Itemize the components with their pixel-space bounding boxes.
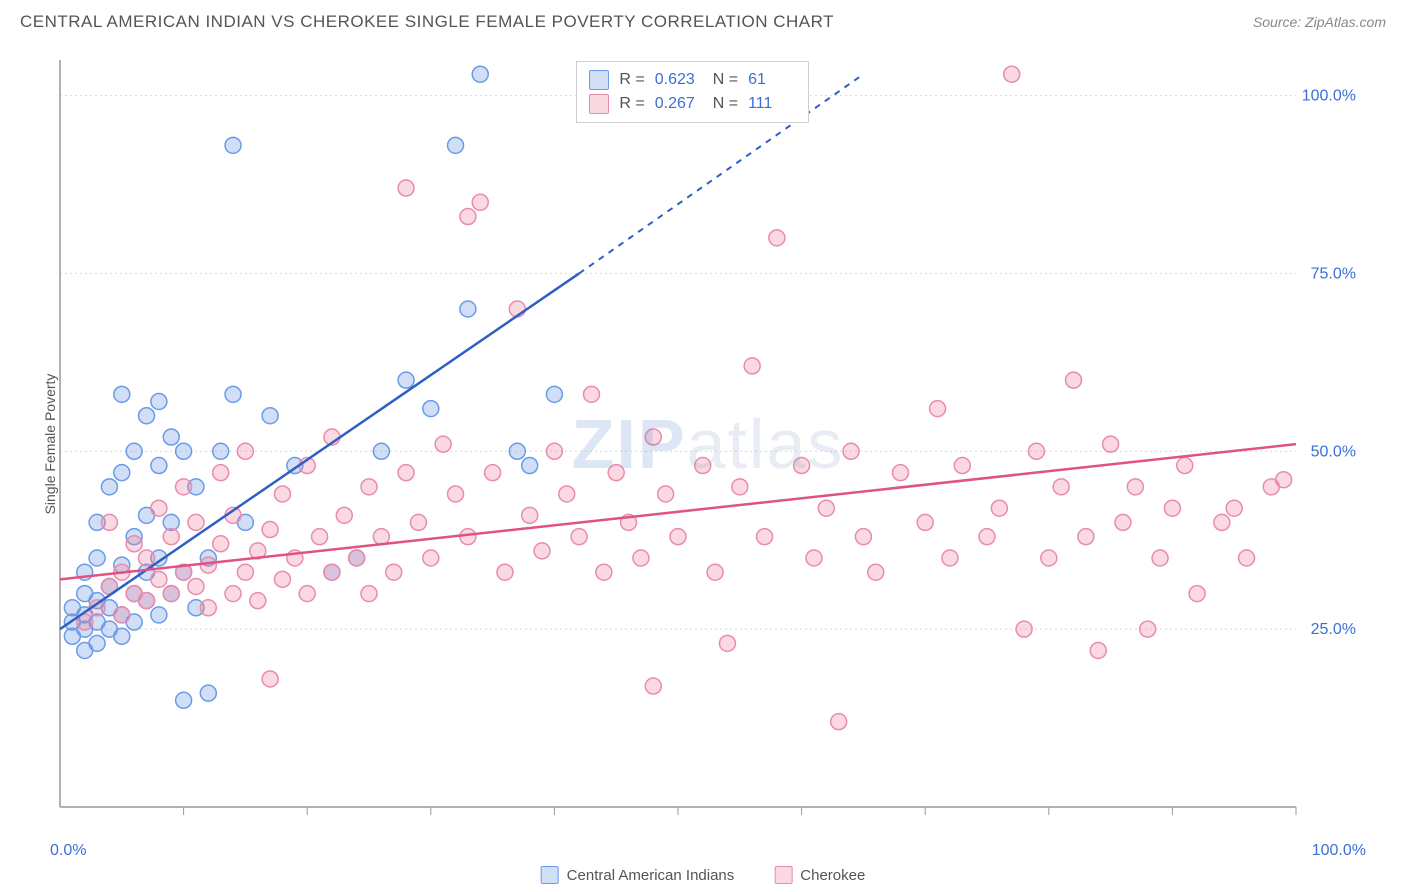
legend-n-value-cher: 111 — [748, 95, 796, 113]
x-axis-labels: 0.0% 100.0% — [50, 842, 1366, 862]
svg-text:75.0%: 75.0% — [1311, 265, 1356, 282]
swatch-cher — [774, 866, 792, 884]
legend-row-cher: R = 0.267 N = 111 — [589, 92, 796, 116]
legend-n-label: N = — [713, 71, 738, 89]
legend-row-cai: R = 0.623 N = 61 — [589, 68, 796, 92]
source-label: Source: ZipAtlas.com — [1253, 14, 1386, 30]
legend-swatch-cai — [589, 70, 609, 90]
correlation-legend: R = 0.623 N = 61 R = 0.267 N = 111 — [576, 61, 809, 123]
chart-title: CENTRAL AMERICAN INDIAN VS CHEROKEE SING… — [20, 12, 834, 32]
legend-n-value-cai: 61 — [748, 71, 796, 89]
legend-r-label: R = — [619, 71, 644, 89]
swatch-cai — [541, 866, 559, 884]
scatter-chart: 25.0% 50.0% 75.0% 100.0% — [50, 55, 1366, 832]
chart-header: CENTRAL AMERICAN INDIAN VS CHEROKEE SING… — [0, 0, 1406, 40]
x-axis-min: 0.0% — [50, 842, 86, 860]
svg-text:50.0%: 50.0% — [1311, 443, 1356, 460]
series-legend: Central American Indians Cherokee — [541, 866, 866, 884]
legend-r-value-cher: 0.267 — [655, 95, 703, 113]
legend-item-cher: Cherokee — [774, 866, 865, 884]
legend-label-cai: Central American Indians — [567, 867, 735, 884]
y-axis-label: Single Female Poverty — [42, 373, 58, 514]
legend-r-value-cai: 0.623 — [655, 71, 703, 89]
svg-text:25.0%: 25.0% — [1311, 621, 1356, 638]
legend-r-label: R = — [619, 95, 644, 113]
svg-text:100.0%: 100.0% — [1302, 88, 1356, 105]
legend-swatch-cher — [589, 94, 609, 114]
x-axis-max: 100.0% — [1312, 842, 1366, 860]
chart-area: Single Female Poverty 25.0%50.0%75.0%100… — [50, 55, 1366, 832]
legend-n-label: N = — [713, 95, 738, 113]
legend-item-cai: Central American Indians — [541, 866, 735, 884]
legend-label-cher: Cherokee — [800, 867, 865, 884]
